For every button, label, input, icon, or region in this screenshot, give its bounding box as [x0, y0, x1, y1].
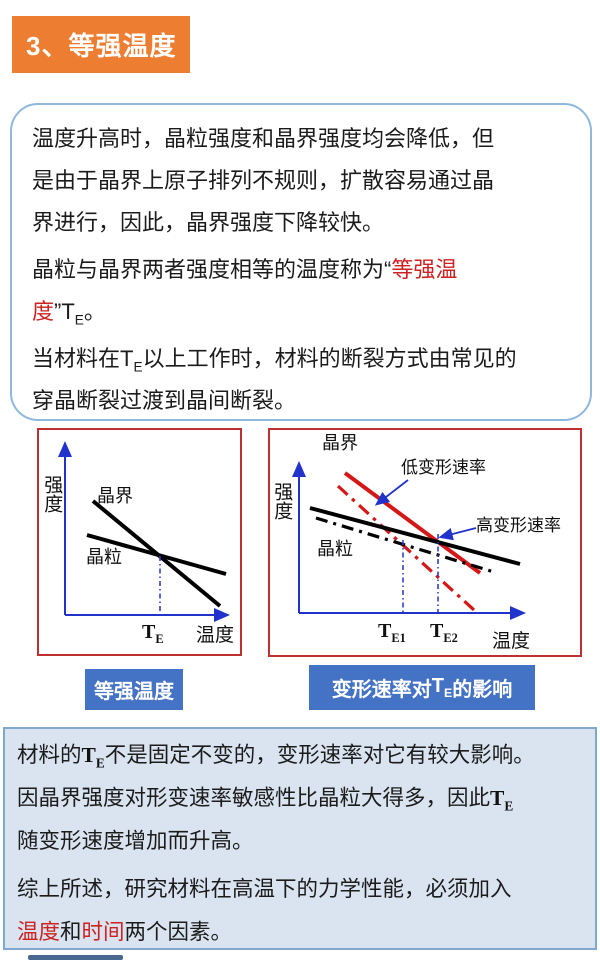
- x-axis-label: 温度: [492, 631, 531, 652]
- low-rate-label: 低变形速率: [401, 458, 486, 477]
- t-subscript: E: [74, 312, 84, 328]
- t-letter: T: [490, 786, 505, 810]
- y-axis-label: 强度: [41, 475, 63, 513]
- section-header: 3、等强温度: [12, 16, 190, 73]
- text-run: 晶粒与晶界两者强度相等的温度称为“: [32, 257, 392, 282]
- text-line: 晶粒与晶界两者强度相等的温度称为“等强温: [32, 249, 572, 291]
- chart-canvas: [58, 441, 230, 622]
- text-line: 因晶界强度对形变速率敏感性比晶粒大得多，因此TE: [17, 777, 585, 820]
- t-letter: T: [431, 675, 444, 697]
- text-run: ”: [54, 299, 62, 324]
- high-rate-callout-arrow: [438, 527, 477, 541]
- caption-text: 等强温度: [94, 681, 174, 703]
- grain-boundary-label: 晶界: [322, 433, 358, 453]
- text-line: 是由于晶界上原子排列不规则，扩散容易通过晶: [32, 168, 495, 193]
- high-rate-label: 高变形速率: [476, 516, 561, 535]
- te-symbol: TE: [61, 299, 84, 328]
- grain-boundary-low-rate-line: [336, 484, 476, 612]
- t-subscript: E2: [443, 631, 458, 645]
- text-run: 。: [83, 299, 106, 324]
- te2-label: TE2: [430, 621, 458, 644]
- summary-paragraph-2: 综上所述，研究材料在高温下的力学性能，必须加入 温度和时间两个因素。: [17, 868, 585, 954]
- text-line: 材料的TE不是固定不变的，变形速率对它有较大影响。: [17, 734, 585, 777]
- x-axis-label: 温度: [196, 625, 235, 646]
- t-letter: T: [120, 346, 134, 371]
- text-line: 界进行，因此，晶界强度下降较快。: [32, 210, 385, 235]
- summary-panel: 材料的TE不是固定不变的，变形速率对它有较大影响。 因晶界强度对形变速率敏感性比…: [3, 727, 597, 950]
- grain-boundary-high-rate-line: [343, 471, 482, 575]
- text-run: 因晶界强度对形变速率敏感性比晶粒大得多，因此: [17, 786, 491, 810]
- te-symbol: TE: [81, 743, 105, 771]
- text-line: 度”TE。: [32, 291, 572, 333]
- chart-canvas: [292, 461, 526, 620]
- text-run: 材料的: [17, 743, 82, 767]
- t-letter: T: [61, 299, 75, 324]
- t-subscript: E: [133, 359, 143, 375]
- intro-paragraph-3: 当材料在TE以上工作时，材料的断裂方式由常见的 穿晶断裂过渡到晶间断裂。: [32, 338, 572, 422]
- grain-boundary-label: 晶界: [97, 486, 133, 506]
- caption-text: 变形速率对: [331, 679, 432, 701]
- t-letter: T: [142, 621, 156, 643]
- grain-high-rate-line: [309, 506, 521, 566]
- grain-line: [86, 533, 227, 576]
- t-subscript: E: [443, 686, 453, 700]
- highlight-equicohesive: 度: [32, 299, 55, 324]
- text-line: 综上所述，研究材料在高温下的力学性能，必须加入: [17, 877, 512, 901]
- text-run: 以上工作时，材料的断裂方式由常见的: [142, 346, 517, 371]
- next-section-fragment: [28, 955, 123, 960]
- text-line: 随变形速度增加而升高。: [17, 829, 254, 853]
- caption-text: 的影响: [452, 679, 513, 701]
- text-run: 两个因素。: [124, 920, 233, 944]
- te-symbol: TE: [120, 346, 143, 375]
- caption-equicohesive: 等强温度: [85, 669, 183, 710]
- y-axis-label: 强度: [271, 482, 293, 520]
- highlight-temperature: 温度: [17, 920, 61, 944]
- summary-paragraph-1: 材料的TE不是固定不变的，变形速率对它有较大影响。 因晶界强度对形变速率敏感性比…: [17, 734, 585, 863]
- grain-low-rate-line: [315, 516, 495, 574]
- grain-label: 晶粒: [317, 539, 353, 559]
- intro-paragraph-1: 温度升高时，晶粒强度和晶界强度均会降低，但 是由于晶界上原子排列不规则，扩散容易…: [32, 118, 572, 244]
- chart-deformation-rate-effect: 晶界 强度 低变形速率 高变形速率 晶粒 TE1 TE2 温度: [268, 428, 582, 657]
- t-subscript: E: [95, 755, 105, 771]
- highlight-time: 时间: [81, 920, 125, 944]
- text-line: 温度和时间两个因素。: [17, 911, 585, 954]
- text-run: 不是固定不变的，变形速率对它有较大影响。: [104, 743, 535, 767]
- intro-paragraph-2: 晶粒与晶界两者强度相等的温度称为“等强温 度”TE。: [32, 249, 572, 333]
- te-label: TE: [142, 622, 164, 645]
- t-letter: T: [81, 743, 96, 767]
- text-line: 温度升高时，晶粒强度和晶界强度均会降低，但: [32, 126, 495, 151]
- text-line: 当材料在TE以上工作时，材料的断裂方式由常见的: [32, 338, 572, 380]
- highlight-equicohesive: 等强温: [391, 257, 458, 282]
- te-symbol: TE: [490, 786, 514, 814]
- chart-equicohesive-temperature: 强度 晶界 晶粒 TE 温度: [37, 428, 242, 656]
- low-rate-callout-arrow: [374, 479, 409, 506]
- section-title: 3、等强温度: [26, 31, 177, 61]
- t-subscript: E: [504, 798, 514, 814]
- grain-label: 晶粒: [86, 547, 122, 567]
- text-run: 和: [60, 920, 82, 944]
- text-line: 穿晶断裂过渡到晶间断裂。: [32, 388, 297, 413]
- t-letter: T: [430, 620, 444, 642]
- te-symbol: TE: [432, 675, 452, 700]
- t-subscript: E1: [391, 631, 406, 645]
- caption-rate-effect: 变形速率对 TE 的影响: [309, 665, 535, 710]
- text-run: 当材料在: [32, 346, 121, 371]
- te1-label: TE1: [378, 621, 406, 644]
- t-subscript: E: [155, 632, 164, 646]
- t-letter: T: [378, 620, 392, 642]
- intro-panel: 温度升高时，晶粒强度和晶界强度均会降低，但 是由于晶界上原子排列不规则，扩散容易…: [10, 103, 592, 421]
